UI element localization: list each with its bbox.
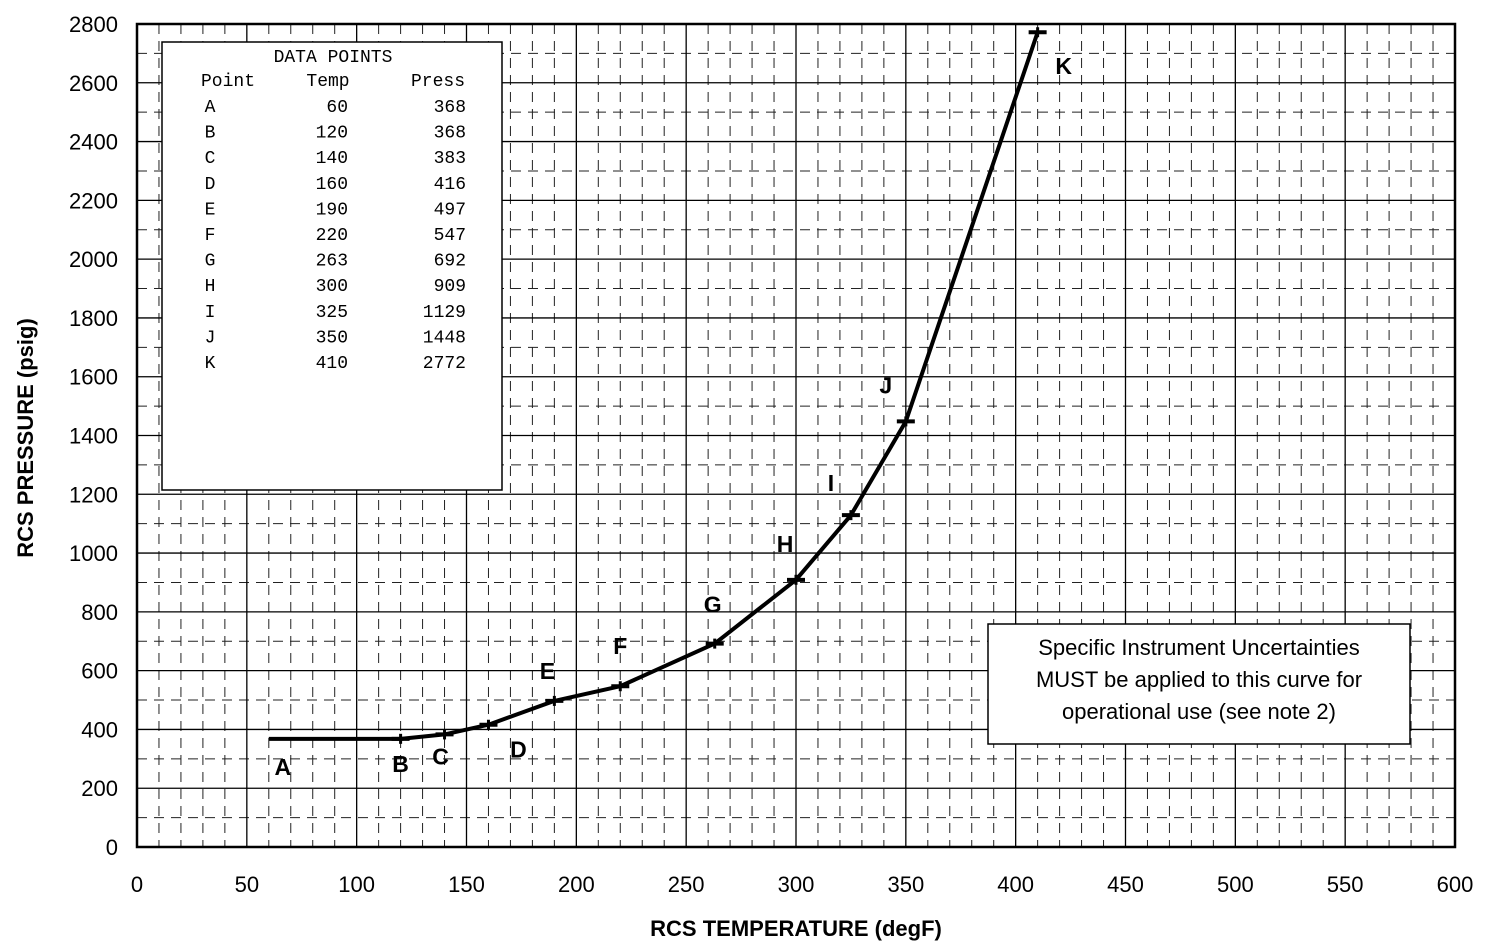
y-tick-label: 1000 bbox=[69, 541, 118, 566]
x-tick-label: 300 bbox=[778, 872, 815, 897]
data-table-cell: B bbox=[205, 124, 216, 144]
data-points-table: DATA POINTS Point Temp Press A 60 368 B 120 368… bbox=[161, 41, 503, 491]
data-table-cell: J bbox=[205, 328, 216, 348]
data-point-label: E bbox=[540, 658, 555, 684]
y-tick-label: 2200 bbox=[69, 188, 118, 213]
data-point-label: F bbox=[613, 633, 627, 659]
data-table-cell: 140 bbox=[316, 149, 348, 169]
x-tick-label: 50 bbox=[235, 872, 259, 897]
data-table-cell: 2772 bbox=[423, 354, 466, 374]
note-line-3: operational use (see note 2) bbox=[1062, 699, 1336, 724]
data-table-cell: 325 bbox=[316, 303, 348, 323]
data-table-cell: I bbox=[205, 303, 216, 323]
note-line-1: Specific Instrument Uncertainties bbox=[1038, 635, 1360, 660]
data-table-cell: 300 bbox=[316, 277, 348, 297]
data-table-cell: H bbox=[205, 277, 216, 297]
data-table-cell: 368 bbox=[434, 124, 466, 144]
data-table-cell: 547 bbox=[434, 226, 466, 246]
data-table-cell: 263 bbox=[316, 252, 348, 272]
data-table-cell: 1448 bbox=[423, 328, 466, 348]
y-tick-label: 800 bbox=[81, 600, 118, 625]
note-line-2: MUST be applied to this curve for bbox=[1036, 667, 1362, 692]
data-table-cell: 350 bbox=[316, 328, 348, 348]
x-tick-label: 100 bbox=[338, 872, 375, 897]
data-table-cell: F bbox=[205, 226, 216, 246]
uncertainty-note: Specific Instrument Uncertainties MUST b… bbox=[987, 623, 1411, 745]
x-tick-label: 400 bbox=[997, 872, 1034, 897]
data-table-cell: 1129 bbox=[423, 303, 466, 323]
data-table-cell: C bbox=[205, 149, 216, 169]
y-tick-label: 1800 bbox=[69, 306, 118, 331]
x-tick-label: 200 bbox=[558, 872, 595, 897]
y-tick-label: 2800 bbox=[69, 12, 118, 37]
y-tick-label: 600 bbox=[81, 659, 118, 684]
data-point-label: I bbox=[828, 470, 834, 496]
data-table-frame bbox=[161, 41, 503, 491]
data-table-header: Point Temp Press bbox=[201, 72, 465, 92]
x-tick-label: 250 bbox=[668, 872, 705, 897]
data-table-cell: E bbox=[205, 200, 216, 220]
y-tick-label: 400 bbox=[81, 717, 118, 742]
note-frame bbox=[987, 623, 1411, 745]
x-tick-label: 550 bbox=[1327, 872, 1364, 897]
y-tick-label: 1400 bbox=[69, 424, 118, 449]
y-tick-label: 0 bbox=[106, 835, 118, 860]
x-axis-title: RCS TEMPERATURE (degF) bbox=[650, 916, 942, 941]
data-table-cell: 383 bbox=[434, 149, 466, 169]
x-tick-label: 500 bbox=[1217, 872, 1254, 897]
y-tick-label: 1600 bbox=[69, 365, 118, 390]
x-tick-label: 0 bbox=[131, 872, 143, 897]
data-point-label: J bbox=[879, 372, 892, 398]
data-table-title: DATA POINTS bbox=[274, 48, 393, 68]
plot-frame bbox=[135, 22, 1457, 849]
data-table-cell: 497 bbox=[434, 200, 466, 220]
data-point-label: H bbox=[777, 531, 794, 557]
data-table-cell: 909 bbox=[434, 277, 466, 297]
y-tick-label: 200 bbox=[81, 776, 118, 801]
data-point-label: G bbox=[704, 592, 722, 618]
x-tick-label: 450 bbox=[1107, 872, 1144, 897]
data-table-header-cell: Press bbox=[411, 72, 465, 92]
y-tick-label: 1200 bbox=[69, 482, 118, 507]
x-tick-labels: 0 50 100 150 200 250 300 350 400 450 500 550 600 bbox=[131, 872, 1473, 897]
data-table-cell: 190 bbox=[316, 200, 348, 220]
data-table-cell: 692 bbox=[434, 252, 466, 272]
data-table-cell: 60 bbox=[326, 98, 348, 118]
y-axis-title: RCS PRESSURE (psig) bbox=[13, 318, 38, 558]
y-tick-labels: 0 200 400 600 800 1000 1200 1400 1600 1800 2000 220… bbox=[69, 12, 118, 860]
data-table-cell: K bbox=[205, 354, 216, 374]
data-table-cell: 220 bbox=[316, 226, 348, 246]
curve-layer: A B C D E F G H I J K bbox=[268, 27, 1072, 780]
data-table-cell: D bbox=[205, 175, 216, 195]
x-tick-label: 350 bbox=[887, 872, 924, 897]
data-point-label: A bbox=[274, 754, 291, 780]
data-table-cell: 160 bbox=[316, 175, 348, 195]
y-tick-label: 2400 bbox=[69, 130, 118, 155]
data-table-header-cell: Point bbox=[201, 72, 255, 92]
data-table-cell: 416 bbox=[434, 175, 466, 195]
data-table-cell: 120 bbox=[316, 124, 348, 144]
data-point-label: D bbox=[510, 737, 527, 763]
x-tick-label: 150 bbox=[448, 872, 485, 897]
y-tick-label: 2000 bbox=[69, 247, 118, 272]
data-point-label: C bbox=[432, 743, 449, 769]
data-table-cell: 410 bbox=[316, 354, 348, 374]
x-tick-label: 600 bbox=[1437, 872, 1474, 897]
data-point-label: K bbox=[1055, 53, 1072, 79]
data-table-cell: 368 bbox=[434, 98, 466, 118]
data-table-cell: G bbox=[205, 252, 216, 272]
data-table-cell: A bbox=[205, 98, 216, 118]
data-point-label: B bbox=[392, 751, 409, 777]
data-table-rows: A 60 368 B 120 368 C 140 383 D 160 416 E 190 497 F 220 54… bbox=[205, 98, 466, 374]
y-tick-label: 2600 bbox=[69, 71, 118, 96]
data-table-header-cell: Temp bbox=[306, 72, 349, 92]
